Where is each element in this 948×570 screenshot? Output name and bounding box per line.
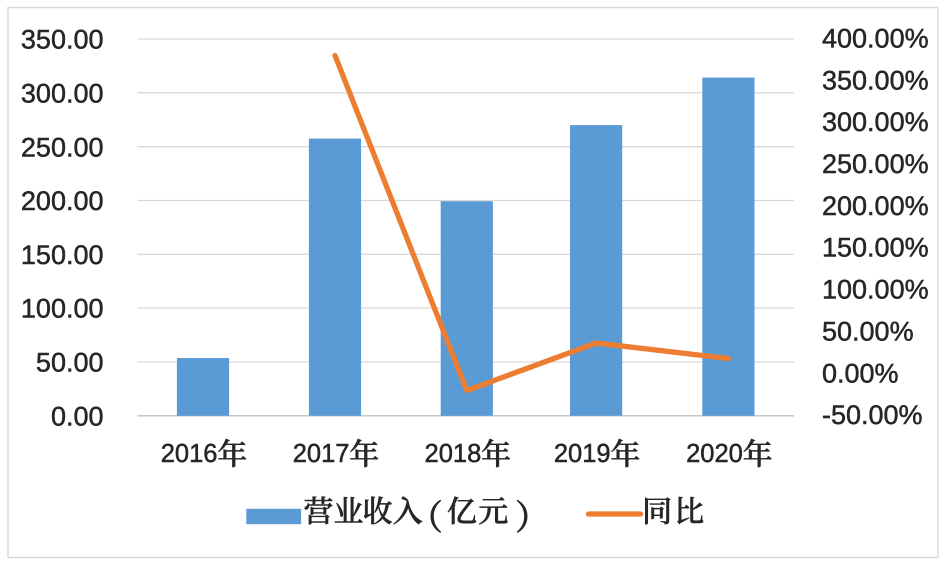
svg-text:200.00: 200.00 [21,186,104,216]
svg-text:2019: 2019 [554,440,611,468]
svg-text:300.00%: 300.00% [822,107,929,137]
svg-text:50.00: 50.00 [36,348,104,378]
svg-text:150.00: 150.00 [21,240,104,270]
svg-text:400.00%: 400.00% [822,23,929,53]
svg-text:350.00%: 350.00% [822,65,929,95]
svg-text:50.00%: 50.00% [822,317,914,347]
svg-text:-50.00%: -50.00% [822,400,923,430]
svg-text:0.00: 0.00 [51,401,104,431]
svg-text:300.00: 300.00 [21,78,104,108]
svg-text:100.00%: 100.00% [822,275,929,305]
svg-text:2016: 2016 [161,440,218,468]
svg-text:250.00: 250.00 [21,132,104,162]
svg-text:0.00%: 0.00% [822,358,899,388]
svg-text:2018: 2018 [425,440,482,468]
svg-text:200.00%: 200.00% [822,191,929,221]
svg-text:150.00%: 150.00% [822,233,929,263]
svg-text:2017: 2017 [293,440,350,468]
svg-text:100.00: 100.00 [21,294,104,324]
svg-text:250.00%: 250.00% [822,149,929,179]
svg-text:2020: 2020 [686,440,743,468]
svg-text:350.00: 350.00 [21,25,104,55]
